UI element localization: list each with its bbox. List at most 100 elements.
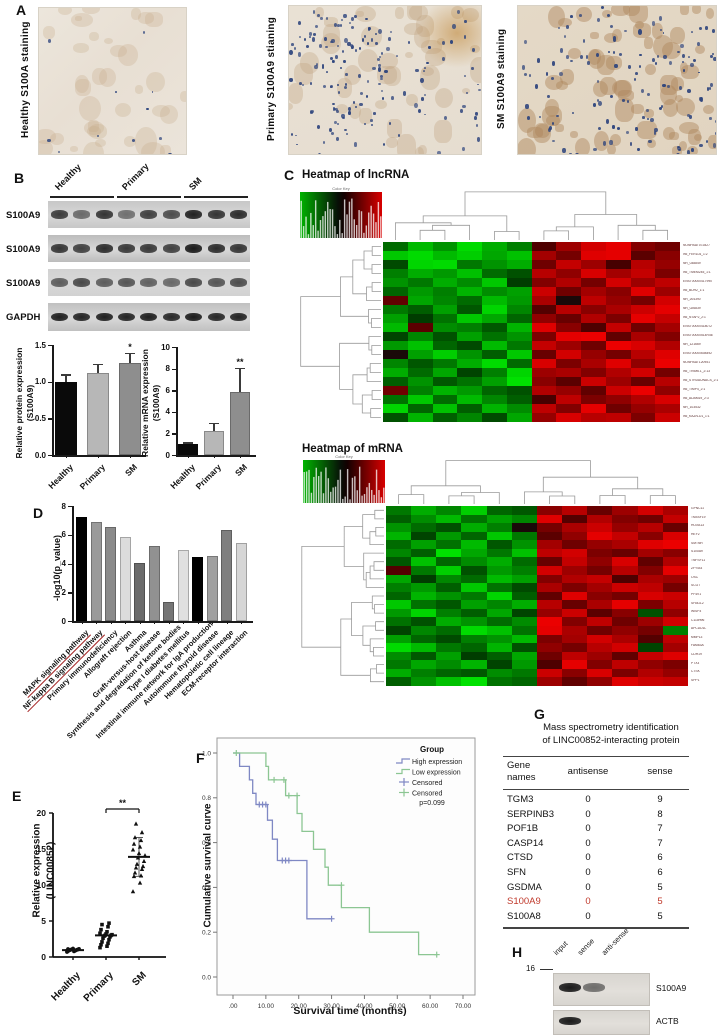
heatmap-row-label: CDH19 [691, 653, 702, 657]
heatmap-cell [637, 660, 663, 669]
heatmap-row-label: ENST00000418072 [683, 324, 712, 328]
heatmap-cell [457, 341, 482, 350]
heatmap-cell [562, 668, 588, 678]
x-tick [154, 621, 156, 624]
y-axis [52, 345, 54, 455]
blot-band [140, 312, 158, 322]
error-cap [61, 374, 71, 376]
nucleus-dot [348, 21, 351, 24]
nucleus-dot [57, 151, 60, 154]
nucleus-dot [612, 36, 617, 42]
tissue-blob [74, 16, 83, 22]
nucleus-dot [666, 84, 670, 88]
heatmap-cell [536, 514, 563, 524]
heatmap-cell [662, 514, 688, 524]
tissue-blob [114, 103, 131, 118]
heatmap-cell [386, 514, 412, 524]
nucleus-dot [625, 131, 629, 134]
row-gene-POF1B: POF1B [507, 823, 539, 835]
error-cap [93, 364, 103, 366]
bar-0 [178, 444, 198, 455]
heatmap-cell [482, 242, 507, 251]
heatmap-cell [581, 278, 606, 287]
heatmap-cell [461, 548, 487, 558]
tissue-blob [605, 55, 623, 70]
tissue-blob [590, 32, 599, 40]
heatmap-cell [612, 600, 638, 609]
blot-band [207, 244, 225, 253]
nucleus-dot [633, 78, 637, 81]
x-tick [96, 621, 98, 624]
nucleus-dot [709, 82, 713, 87]
nucleus-dot [593, 103, 597, 107]
nucleus-dot [322, 85, 326, 89]
nucleus-dot [344, 83, 347, 86]
heatmap-cell [556, 332, 581, 341]
nucleus-dot [375, 42, 378, 46]
heatmap-cell [511, 548, 537, 558]
blot-band [230, 312, 248, 322]
header-gene-line1: Gene [507, 760, 531, 771]
heatmap-cell [612, 574, 638, 584]
lane-label-1: sense [575, 936, 597, 957]
svg-text:50.00: 50.00 [389, 1003, 406, 1010]
bar-3 [119, 536, 131, 621]
nucleus-dot [614, 63, 618, 68]
heatmap-cell [436, 600, 462, 609]
heatmap-cell [662, 660, 688, 669]
blot-band [118, 210, 136, 219]
nucleus-dot [597, 80, 600, 83]
blot-band [230, 244, 248, 253]
heatmap-row-label: OSC [691, 575, 699, 580]
nucleus-dot [559, 72, 564, 76]
nucleus-dot [386, 47, 391, 52]
heatmap-row-label: C11orf96 [691, 618, 705, 623]
heatmap-cell [662, 600, 688, 609]
nucleus-dot [382, 142, 385, 146]
nucleus-dot [609, 24, 613, 28]
nucleus-dot [326, 71, 329, 74]
heatmap-cell [637, 523, 663, 532]
heatmap-cell [432, 305, 458, 314]
heatmap-cell [655, 386, 680, 395]
heatmap-cell [486, 591, 512, 601]
nucleus-dot [360, 92, 364, 95]
blot-name-1: S100A9 [6, 243, 41, 255]
row-antisense-GSDMA: 0 [585, 881, 591, 893]
y-tick-label: 6 [165, 385, 170, 395]
heatmap-cell [486, 523, 512, 532]
nucleus-dot [378, 56, 381, 59]
heatmap-cell [511, 540, 537, 549]
heatmap-cell [630, 368, 656, 377]
y-tick-label: 6 [61, 530, 66, 540]
x-tick [110, 621, 112, 624]
heatmap-cell [486, 625, 512, 635]
row-sense-POF1B: 7 [657, 823, 663, 835]
heatmap-cell [536, 634, 563, 644]
heatmap-cell [630, 359, 656, 368]
heatmap-cell [411, 608, 437, 618]
y-tick-label: 0.0 [34, 450, 46, 460]
nucleus-dot [565, 25, 570, 30]
heatmap-cell [461, 540, 487, 549]
nucleus-dot [617, 127, 621, 131]
heatmap-cell [436, 506, 462, 515]
heatmap-cell [386, 660, 412, 669]
heatmap-cell [630, 296, 656, 305]
tissue-blob [651, 23, 664, 39]
group-bracket-sm [184, 196, 248, 198]
heatmap-cell [457, 305, 482, 314]
nucleus-dot [424, 113, 427, 116]
heatmap-cell [411, 677, 437, 686]
tissue-blob [348, 102, 361, 119]
nucleus-dot [654, 127, 658, 132]
blot-band [50, 312, 68, 322]
heatmap-cell [536, 557, 563, 566]
nucleus-dot [471, 66, 474, 71]
tissue-blob [336, 104, 348, 114]
nucleus-dot [639, 53, 642, 57]
nucleus-dot [325, 17, 328, 21]
heatmap-cell [506, 242, 532, 251]
bar-2 [119, 363, 141, 455]
heatmap-cell [630, 260, 656, 269]
